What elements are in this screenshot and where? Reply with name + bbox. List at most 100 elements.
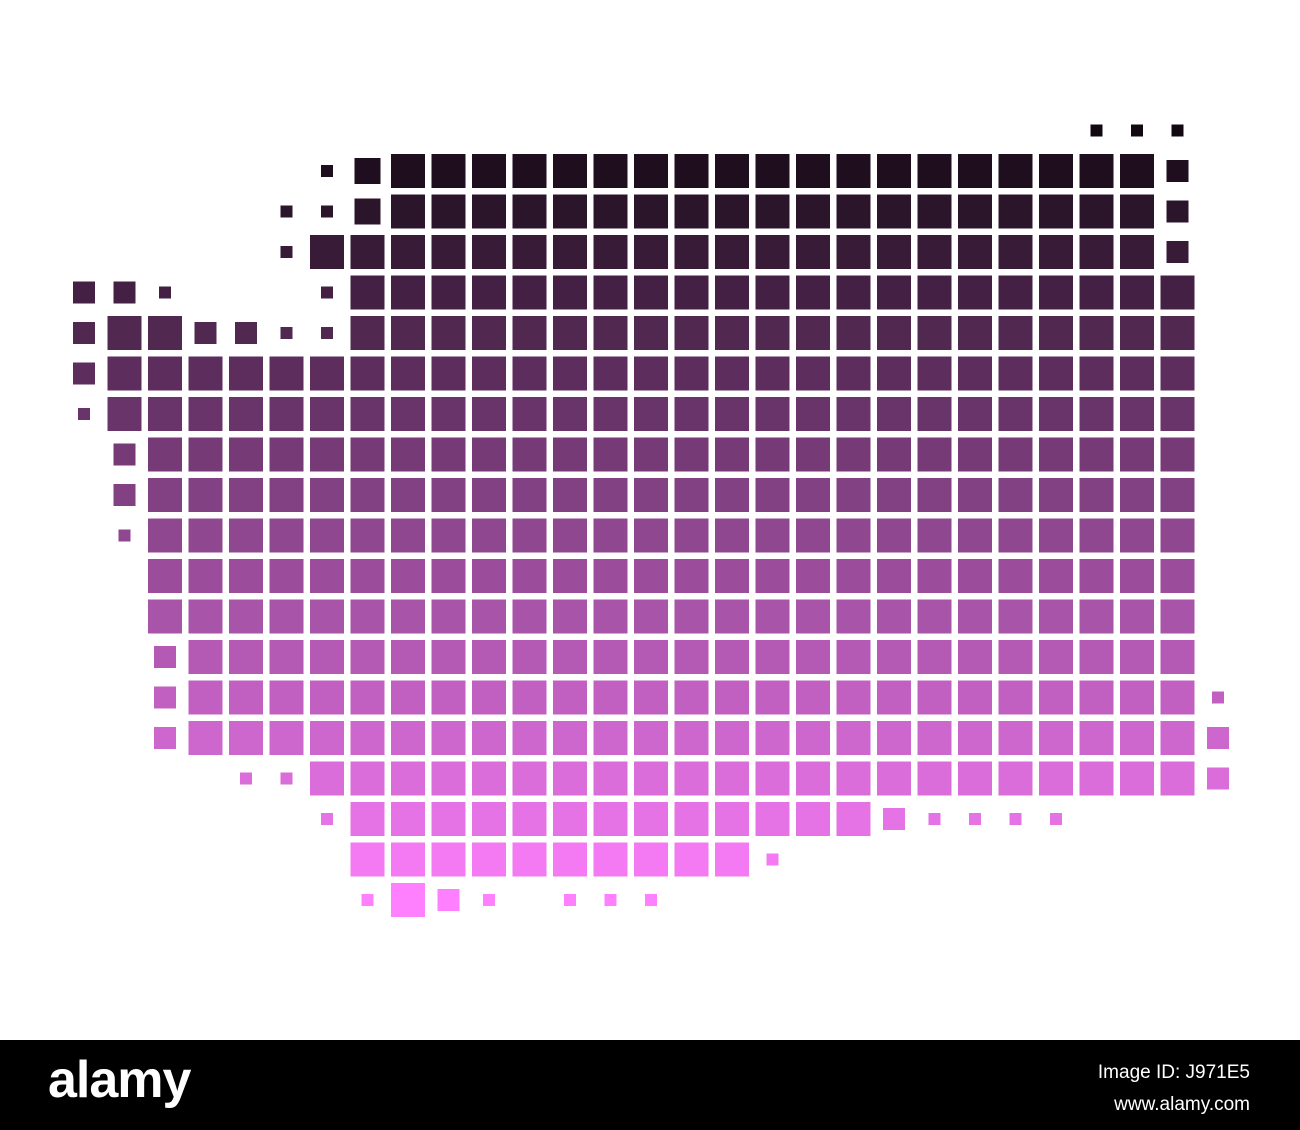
map-square <box>1079 397 1114 431</box>
map-square <box>553 518 587 553</box>
map-square <box>877 275 911 310</box>
map-square <box>188 721 223 755</box>
map-square <box>1120 316 1154 350</box>
map-square <box>796 802 830 836</box>
map-square <box>1160 316 1195 350</box>
map-square <box>755 154 790 188</box>
map-square <box>593 721 628 755</box>
map-square <box>715 802 749 836</box>
map-square <box>310 235 344 269</box>
map-square <box>1039 761 1073 796</box>
map-square <box>836 640 871 674</box>
map-square <box>1039 275 1073 310</box>
map-square <box>472 842 506 877</box>
map-square <box>998 275 1033 310</box>
map-square <box>917 478 952 512</box>
map-square <box>674 842 709 877</box>
map-square <box>755 640 790 674</box>
map-square <box>836 599 871 634</box>
map-square <box>755 518 790 553</box>
map-square <box>1039 680 1073 715</box>
map-square <box>998 154 1033 188</box>
map-square <box>998 194 1033 229</box>
map-square <box>354 198 381 225</box>
map-square <box>1120 680 1154 715</box>
map-square <box>472 680 506 715</box>
map-square <box>188 356 223 391</box>
map-square <box>1160 437 1195 472</box>
map-square <box>553 761 587 796</box>
map-square <box>958 194 992 229</box>
map-square <box>674 478 709 512</box>
map-square <box>634 397 668 431</box>
map-square <box>755 235 790 269</box>
map-square <box>998 478 1033 512</box>
map-square <box>321 286 333 299</box>
map-square <box>958 478 992 512</box>
map-square <box>512 194 547 229</box>
map-square <box>593 761 628 796</box>
map-square <box>553 437 587 472</box>
map-square <box>836 559 871 593</box>
map-square <box>472 640 506 674</box>
map-square <box>877 559 911 593</box>
map-square <box>766 853 779 866</box>
map-square <box>998 437 1033 472</box>
map-square <box>674 518 709 553</box>
map-square <box>472 275 506 310</box>
map-square <box>836 518 871 553</box>
map-square <box>1079 680 1114 715</box>
map-square <box>593 356 628 391</box>
map-square <box>755 559 790 593</box>
map-square <box>1120 275 1154 310</box>
map-square <box>1160 761 1195 796</box>
map-square <box>877 478 911 512</box>
map-square <box>1160 478 1195 512</box>
map-square <box>431 599 466 634</box>
map-square <box>431 437 466 472</box>
map-square <box>998 559 1033 593</box>
map-square <box>593 640 628 674</box>
map-square <box>107 356 142 391</box>
map-square <box>431 761 466 796</box>
map-square <box>715 235 749 269</box>
map-square <box>755 356 790 391</box>
map-square <box>593 316 628 350</box>
map-square <box>593 842 628 877</box>
map-square <box>755 721 790 755</box>
map-square <box>1120 397 1154 431</box>
map-square <box>229 680 263 715</box>
map-square <box>836 316 871 350</box>
map-square <box>391 316 425 350</box>
map-square <box>674 397 709 431</box>
map-square <box>431 235 466 269</box>
map-square <box>877 235 911 269</box>
map-square <box>877 397 911 431</box>
map-square <box>715 518 749 553</box>
map-square <box>1079 235 1114 269</box>
map-square <box>229 559 263 593</box>
map-square <box>553 599 587 634</box>
map-square <box>634 518 668 553</box>
map-square <box>998 518 1033 553</box>
map-square <box>148 437 182 472</box>
map-square <box>877 194 911 229</box>
map-square <box>1079 275 1114 310</box>
map-square <box>634 235 668 269</box>
map-square <box>391 397 425 431</box>
map-square <box>78 408 90 420</box>
map-square <box>107 397 142 431</box>
map-square <box>877 518 911 553</box>
map-square <box>391 154 425 188</box>
map-square <box>998 761 1033 796</box>
map-square <box>1120 599 1154 634</box>
map-square <box>350 397 385 431</box>
map-square <box>674 275 709 310</box>
map-square <box>593 437 628 472</box>
map-square <box>1079 356 1114 391</box>
map-square <box>269 397 304 431</box>
map-square <box>917 559 952 593</box>
map-square <box>593 235 628 269</box>
map-square <box>321 165 333 177</box>
map-square <box>269 640 304 674</box>
